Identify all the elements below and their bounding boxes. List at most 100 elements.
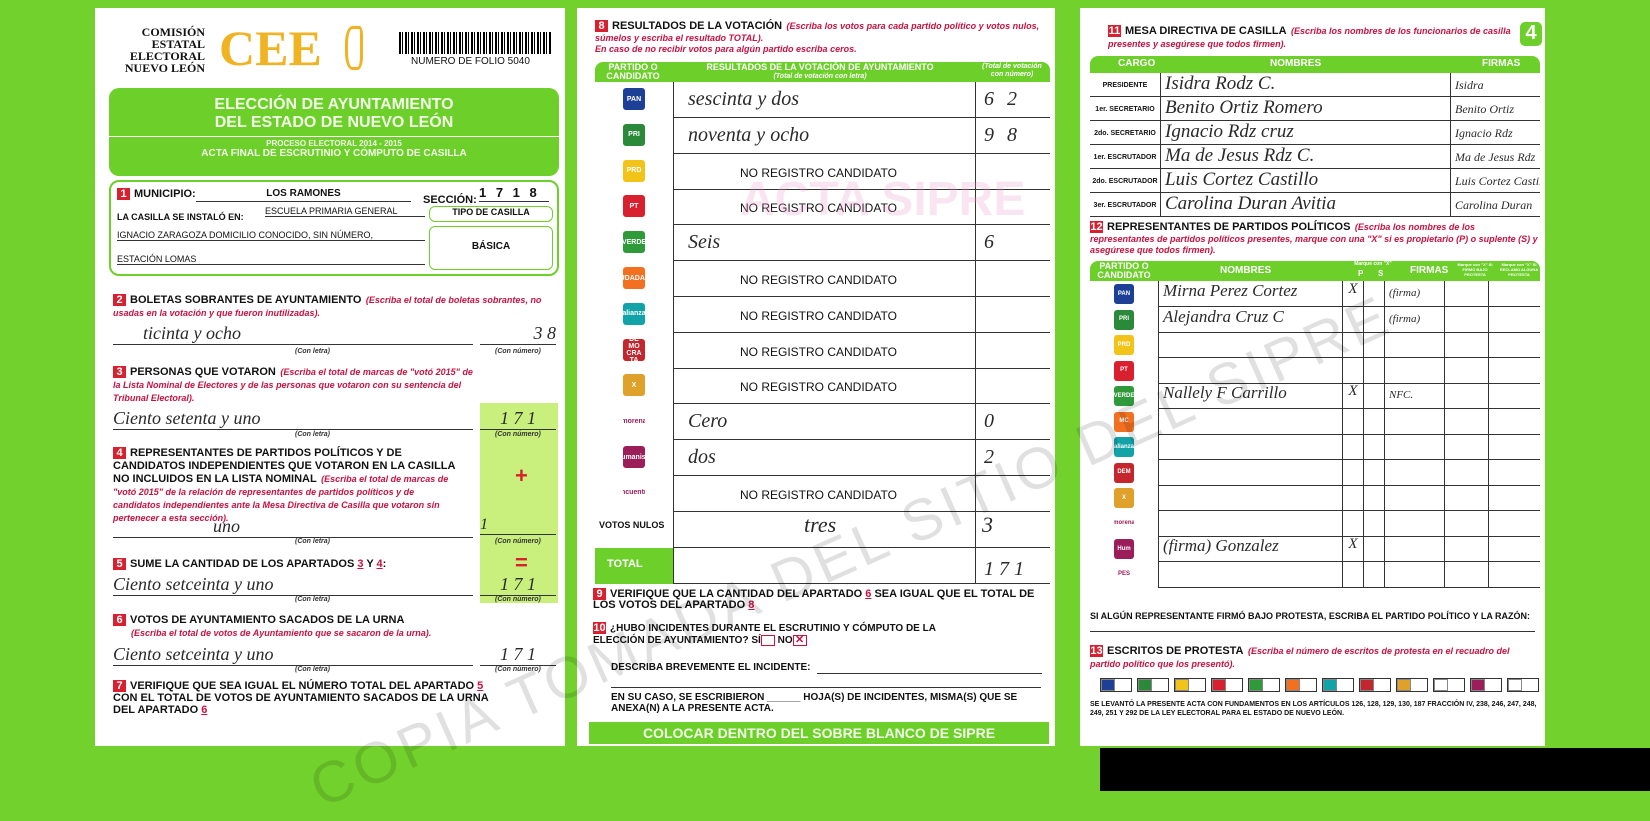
- si-checkbox[interactable]: [760, 635, 775, 646]
- lugar-line2[interactable]: IGNACIO ZARAGOZA DOMICILIO CONOCIDO, SIN…: [117, 230, 425, 241]
- result-letra[interactable]: NO REGISTRO CANDIDATO: [673, 153, 975, 190]
- nombre-field[interactable]: Luis Cortez Castillo: [1160, 169, 1450, 193]
- protesta-mark[interactable]: [1488, 357, 1540, 384]
- result-numero[interactable]: 0: [975, 404, 1050, 441]
- suplente-mark[interactable]: [1363, 510, 1384, 537]
- propietario-mark[interactable]: X: [1342, 536, 1363, 562]
- protesta-mark[interactable]: [1488, 561, 1540, 588]
- municipio-field[interactable]: LOS RAMONES: [196, 188, 411, 202]
- nombre-field[interactable]: Benito Ortiz Romero: [1160, 97, 1450, 121]
- rep-nombre-field[interactable]: [1158, 510, 1342, 537]
- protest-box[interactable]: [1396, 678, 1428, 692]
- rep-nombre-field[interactable]: [1158, 459, 1342, 486]
- rep-firma-field[interactable]: (firma): [1384, 306, 1444, 333]
- result-numero[interactable]: [975, 475, 1050, 512]
- nombre-field[interactable]: Ignacio Rdz cruz: [1160, 121, 1450, 145]
- result-numero[interactable]: [975, 261, 1050, 297]
- bajo-protesta-mark[interactable]: [1444, 459, 1488, 486]
- protesta-field[interactable]: [1090, 622, 1535, 632]
- propietario-mark[interactable]: [1342, 408, 1363, 435]
- suplente-mark[interactable]: [1363, 281, 1384, 307]
- firma-field[interactable]: Isidra: [1450, 73, 1540, 97]
- result-letra[interactable]: sescinta y dos: [673, 82, 975, 118]
- propietario-mark[interactable]: [1342, 357, 1363, 384]
- boletas-numero-field[interactable]: 3 8: [480, 323, 556, 345]
- protesta-mark[interactable]: [1488, 536, 1540, 562]
- rep-firma-field[interactable]: (firma): [1384, 281, 1444, 307]
- urna-letra-field[interactable]: Ciento setceinta y uno: [113, 644, 473, 666]
- bajo-protesta-mark[interactable]: [1444, 383, 1488, 409]
- protesta-mark[interactable]: [1488, 510, 1540, 537]
- rep-nombre-field[interactable]: [1158, 561, 1342, 588]
- firma-field[interactable]: Benito Ortiz: [1450, 97, 1540, 121]
- rep-nombre-field[interactable]: [1158, 357, 1342, 384]
- bajo-protesta-mark[interactable]: [1444, 408, 1488, 435]
- rep-nombre-field[interactable]: (firma) Gonzalez: [1158, 536, 1342, 562]
- nombre-field[interactable]: Isidra Rodz C.: [1160, 73, 1450, 97]
- bajo-protesta-mark[interactable]: [1444, 536, 1488, 562]
- result-letra[interactable]: dos: [673, 440, 975, 476]
- bajo-protesta-mark[interactable]: [1444, 485, 1488, 511]
- result-letra[interactable]: NO REGISTRO CANDIDATO: [673, 475, 975, 512]
- protesta-mark[interactable]: [1488, 485, 1540, 511]
- nombre-field[interactable]: Carolina Duran Avitia: [1160, 193, 1450, 217]
- rep-firma-field[interactable]: [1384, 536, 1444, 562]
- rep-nombre-field[interactable]: Nallely F Carrillo: [1158, 383, 1342, 409]
- protesta-mark[interactable]: [1488, 459, 1540, 486]
- protesta-mark[interactable]: [1488, 408, 1540, 435]
- lugar-line1[interactable]: ESCUELA PRIMARIA GENERAL: [265, 206, 425, 217]
- protest-box[interactable]: [1100, 678, 1132, 692]
- result-numero[interactable]: 6 2: [975, 82, 1050, 118]
- result-numero[interactable]: [975, 368, 1050, 405]
- rep-firma-field[interactable]: NFC.: [1384, 383, 1444, 409]
- suma-letra-field[interactable]: Ciento setceinta y uno: [113, 574, 473, 596]
- protesta-mark[interactable]: [1488, 383, 1540, 409]
- suplente-mark[interactable]: [1363, 357, 1384, 384]
- rep-nombre-field[interactable]: Mirna Perez Cortez: [1158, 281, 1342, 307]
- result-numero[interactable]: [975, 296, 1050, 333]
- suplente-mark[interactable]: [1363, 408, 1384, 435]
- protest-box[interactable]: [1174, 678, 1206, 692]
- rep-nombre-field[interactable]: [1158, 408, 1342, 435]
- no-checkbox-checked[interactable]: ✕: [792, 635, 807, 646]
- rep-nombre-field[interactable]: [1158, 332, 1342, 358]
- result-numero[interactable]: 9 8: [975, 117, 1050, 154]
- votaron-numero-field[interactable]: 1 7 1: [480, 408, 556, 430]
- boletas-letra-field[interactable]: ticinta y ocho: [113, 323, 473, 345]
- propietario-mark[interactable]: [1342, 434, 1363, 460]
- suplente-mark[interactable]: [1363, 306, 1384, 333]
- suplente-mark[interactable]: [1363, 485, 1384, 511]
- result-letra[interactable]: NO REGISTRO CANDIDATO: [673, 368, 975, 405]
- total-letra[interactable]: [673, 548, 975, 584]
- firma-field[interactable]: Carolina Duran: [1450, 193, 1540, 217]
- protesta-mark[interactable]: [1488, 434, 1540, 460]
- protest-box[interactable]: [1211, 678, 1243, 692]
- result-letra[interactable]: Cero: [673, 404, 975, 441]
- bajo-protesta-mark[interactable]: [1444, 561, 1488, 588]
- protesta-mark[interactable]: [1488, 306, 1540, 333]
- rep-nombre-field[interactable]: Alejandra Cruz C: [1158, 306, 1342, 333]
- rep-firma-field[interactable]: [1384, 510, 1444, 537]
- protest-box[interactable]: [1433, 678, 1465, 692]
- incidente-field[interactable]: [817, 662, 1042, 674]
- propietario-mark[interactable]: [1342, 510, 1363, 537]
- representantes-letra-field[interactable]: uno: [113, 516, 473, 538]
- suplente-mark[interactable]: [1363, 459, 1384, 486]
- propietario-mark[interactable]: [1342, 485, 1363, 511]
- result-letra[interactable]: noventa y ocho: [673, 117, 975, 154]
- protest-box[interactable]: [1359, 678, 1391, 692]
- protest-box[interactable]: [1322, 678, 1354, 692]
- bajo-protesta-mark[interactable]: [1444, 332, 1488, 358]
- suplente-mark[interactable]: [1363, 383, 1384, 409]
- bajo-protesta-mark[interactable]: [1444, 510, 1488, 537]
- bajo-protesta-mark[interactable]: [1444, 306, 1488, 333]
- rep-firma-field[interactable]: [1384, 434, 1444, 460]
- suplente-mark[interactable]: [1363, 332, 1384, 358]
- votos-nulos-letra[interactable]: tres: [673, 512, 975, 548]
- result-numero[interactable]: [975, 189, 1050, 226]
- rep-firma-field[interactable]: [1384, 561, 1444, 588]
- total-numero[interactable]: 1 7 1: [975, 548, 1050, 584]
- representantes-numero-field[interactable]: 1: [480, 516, 556, 535]
- result-numero[interactable]: 6: [975, 225, 1050, 262]
- rep-firma-field[interactable]: [1384, 408, 1444, 435]
